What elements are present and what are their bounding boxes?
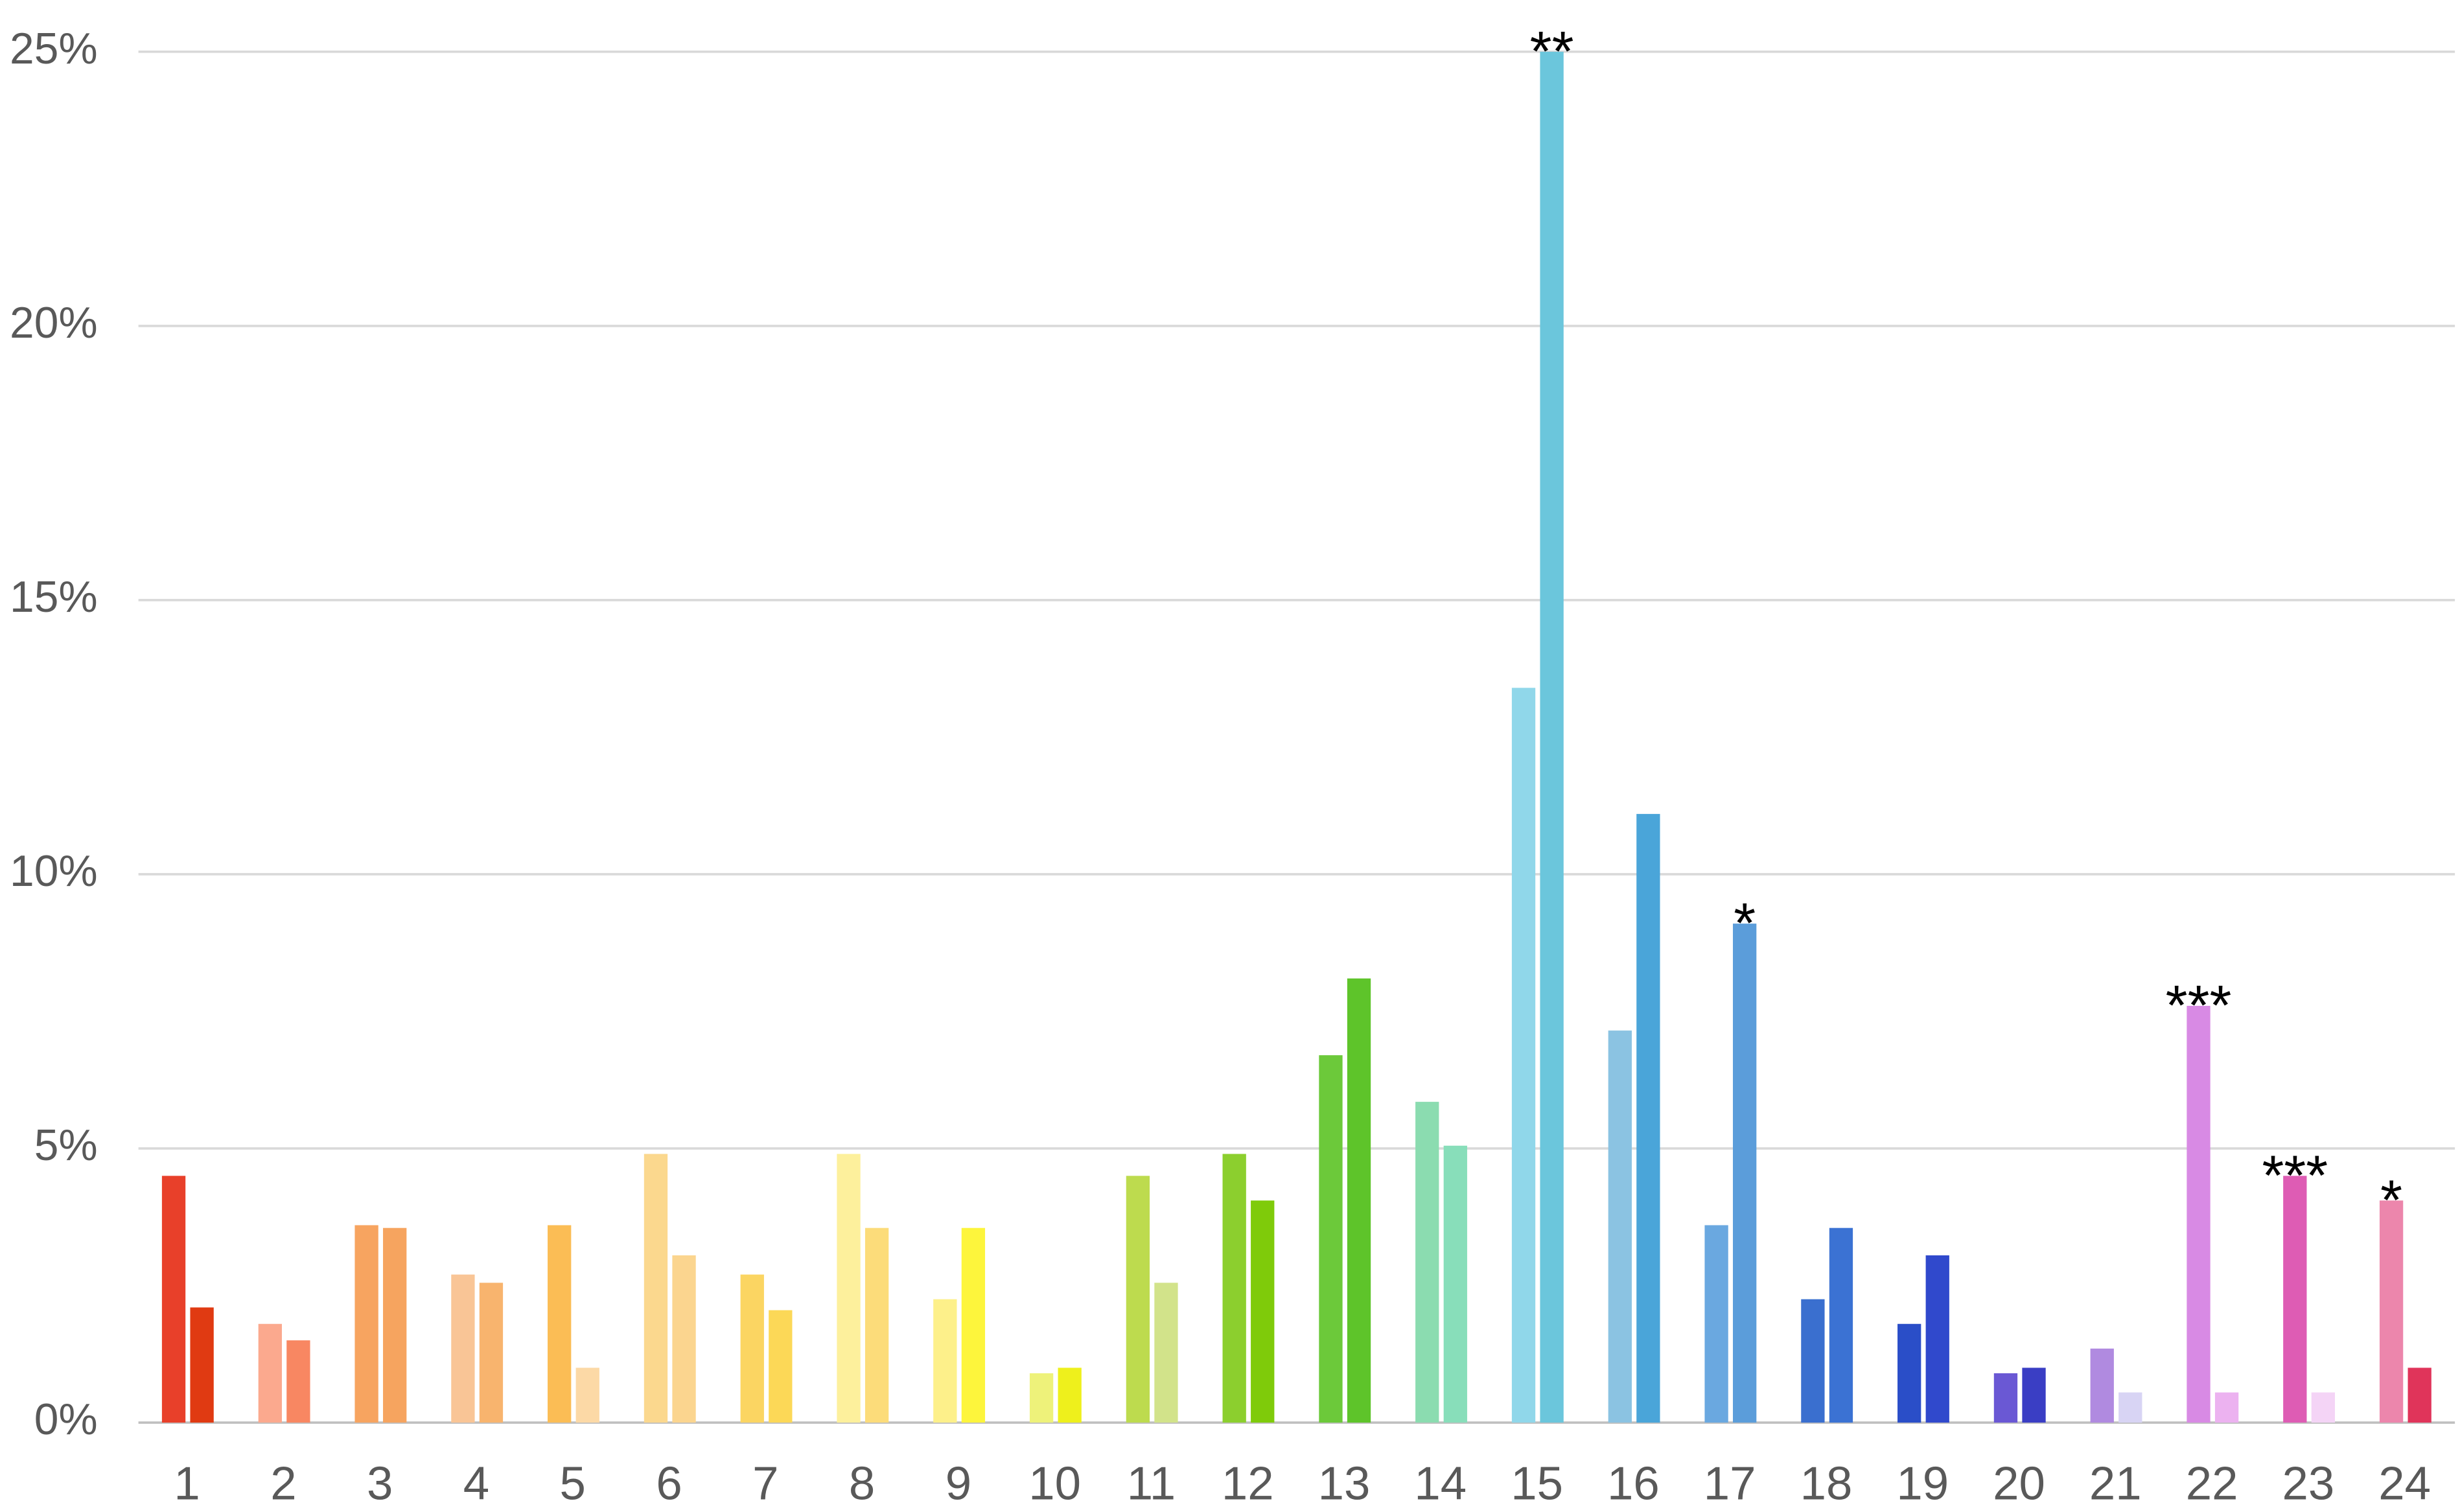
bar: [286, 1340, 310, 1423]
bar: [1319, 1055, 1343, 1423]
bar: [1347, 978, 1371, 1423]
bar: [2283, 1176, 2307, 1423]
bar: [548, 1225, 572, 1423]
x-tick-label: 20: [1993, 1457, 2045, 1509]
bar: [1058, 1367, 1082, 1423]
bar: [575, 1367, 599, 1423]
bar: [933, 1299, 957, 1423]
bar: [740, 1274, 764, 1423]
x-tick-label: 11: [1127, 1457, 1176, 1509]
bar: [1415, 1102, 1439, 1423]
y-tick-label: 25%: [10, 25, 98, 73]
bar: [1511, 688, 1536, 1423]
bar: [1733, 924, 1757, 1423]
bar: [2408, 1367, 2431, 1423]
x-tick-label: 22: [2186, 1457, 2238, 1509]
bar: [1443, 1145, 1467, 1423]
bar: [1801, 1299, 1825, 1423]
bar: [1704, 1225, 1728, 1423]
significance-label: *: [2380, 1169, 2402, 1231]
x-tick-label: 7: [752, 1457, 778, 1509]
y-tick-label: 0%: [34, 1395, 98, 1444]
x-tick-label: 23: [2282, 1457, 2335, 1509]
bar: [258, 1323, 282, 1423]
bar: [1029, 1373, 1054, 1423]
x-tick-label: 10: [1028, 1457, 1081, 1509]
significance-label: ***: [2166, 974, 2232, 1037]
bar: [354, 1225, 378, 1423]
bar: [1829, 1227, 1853, 1423]
bar: [837, 1154, 861, 1423]
bar: [2379, 1200, 2404, 1423]
bar: [2214, 1392, 2239, 1423]
bar: [383, 1227, 407, 1423]
x-tick-label: 14: [1414, 1457, 1467, 1509]
bar: [1154, 1283, 1178, 1423]
bar: [961, 1227, 986, 1423]
significance-label: *: [1734, 892, 1756, 955]
bar: [1925, 1255, 1949, 1423]
x-tick-label: 13: [1318, 1457, 1371, 1509]
bar: [2187, 1006, 2211, 1423]
bar: [479, 1283, 504, 1423]
x-tick-label: 17: [1704, 1457, 1756, 1509]
bar: [1251, 1200, 1275, 1423]
x-tick-label: 15: [1511, 1457, 1563, 1509]
bar: [2311, 1392, 2336, 1423]
bar: [2118, 1392, 2142, 1423]
significance-label: **: [1530, 20, 1574, 83]
bar: [1636, 813, 1660, 1423]
bar: [769, 1310, 793, 1423]
bar: [1540, 51, 1564, 1423]
x-tick-label: 8: [849, 1457, 875, 1509]
bar: [2022, 1367, 2046, 1423]
x-tick-label: 1: [174, 1457, 200, 1509]
x-tick-label: 5: [560, 1457, 586, 1509]
bar: [1608, 1030, 1632, 1423]
bar: [1222, 1154, 1246, 1423]
bar: [1126, 1176, 1150, 1423]
y-tick-label: 5%: [34, 1121, 98, 1170]
bar: [1897, 1323, 1921, 1423]
x-tick-label: 9: [946, 1457, 971, 1509]
bar: [190, 1307, 214, 1423]
x-tick-label: 19: [1896, 1457, 1949, 1509]
bar: [864, 1227, 889, 1423]
x-tick-label: 24: [2378, 1457, 2431, 1509]
x-tick-label: 18: [1800, 1457, 1853, 1509]
bar: [672, 1255, 696, 1423]
x-tick-label: 12: [1222, 1457, 1274, 1509]
bar: [2090, 1348, 2114, 1423]
bar: [161, 1176, 186, 1423]
bar: [644, 1154, 668, 1423]
x-tick-label: 3: [367, 1457, 393, 1509]
x-tick-label: 6: [656, 1457, 682, 1509]
x-tick-label: 21: [2089, 1457, 2142, 1509]
significance-label: ***: [2262, 1144, 2328, 1207]
x-tick-label: 4: [463, 1457, 489, 1509]
bar: [1993, 1373, 2018, 1423]
x-tick-label: 2: [270, 1457, 296, 1509]
x-tick-label: 16: [1607, 1457, 1660, 1509]
y-tick-label: 10%: [10, 847, 98, 896]
y-tick-label: 15%: [10, 573, 98, 622]
bar: [451, 1274, 475, 1423]
y-tick-label: 20%: [10, 299, 98, 347]
